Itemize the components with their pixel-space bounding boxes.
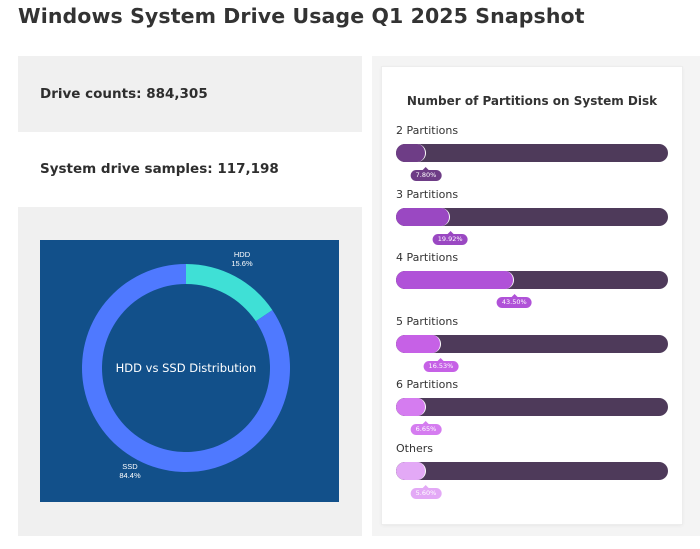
donut-label-hdd: HDD [234, 250, 251, 259]
partition-bar-track [396, 334, 668, 353]
partition-label: Others [396, 441, 433, 455]
page-title: Windows System Drive Usage Q1 2025 Snaps… [18, 4, 585, 28]
partition-bar-fill [396, 334, 441, 353]
partition-value-text: 16.53% [428, 361, 454, 370]
partition-value-text: 43.50% [501, 298, 527, 306]
partition-value-text: 7.80% [415, 171, 437, 179]
partition-value-text: 5.60% [415, 488, 437, 497]
donut-center-title: HDD vs SSD Distribution [116, 361, 257, 375]
donut-value-ssd: 84.4% [119, 471, 141, 480]
system-samples-text: System drive samples: 117,198 [40, 161, 279, 177]
partition-bar-fill [396, 207, 451, 226]
partition-value-label: 19.92% [432, 230, 468, 245]
partition-value-label: 6.65% [410, 421, 442, 435]
partition-value-text: 19.92% [437, 234, 463, 243]
partition-bar-track [396, 461, 668, 480]
hdd-ssd-donut-chart: HDD 15.6% SSD 84.4% HDD vs SSD Distribution [40, 240, 339, 502]
donut-label-ssd: SSD [122, 462, 138, 471]
partition-label: 2 Partitions [396, 124, 459, 137]
system-samples-card: System drive samples: 117,198 [18, 132, 362, 207]
partition-value-text: 6.65% [415, 425, 437, 433]
drive-counts-text: Drive counts: 884,305 [40, 86, 208, 102]
donut-slice-hdd [186, 264, 273, 322]
partition-bar-track [396, 144, 668, 162]
partition-value-label: 5.60% [410, 484, 442, 499]
drive-counts-card: Drive counts: 884,305 [18, 56, 362, 132]
partition-bar-track [396, 207, 668, 226]
partition-label: 5 Partitions [396, 314, 459, 328]
partition-bar-track [396, 271, 668, 289]
partition-bar-fill [396, 461, 426, 480]
partition-label: 3 Partitions [396, 187, 459, 201]
partition-chart-title: Number of Partitions on System Disk [406, 94, 658, 108]
partition-bar-fill [396, 398, 426, 416]
partition-bar-fill [396, 144, 426, 162]
partition-bar-fill [396, 271, 515, 289]
partition-label: 4 Partitions [396, 251, 459, 264]
partition-bar-track [396, 398, 668, 416]
donut-value-hdd: 15.6% [231, 259, 253, 268]
partition-value-label: 43.50% [496, 294, 532, 308]
partition-value-label: 7.80% [410, 167, 442, 181]
partition-chart-card: Number of Partitions on System Disk 2 Pa… [382, 67, 682, 524]
partition-label: 6 Partitions [396, 378, 459, 391]
partition-value-label: 16.53% [423, 357, 459, 372]
